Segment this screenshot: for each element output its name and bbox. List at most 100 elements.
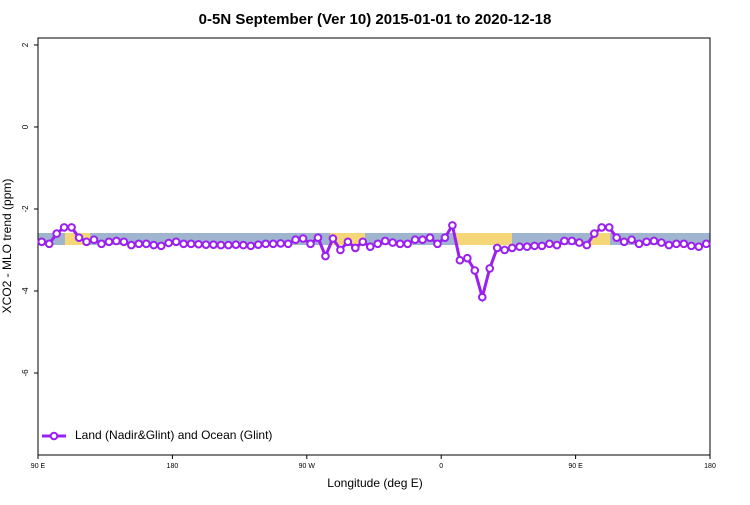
data-point [283, 239, 293, 249]
plot-frame [37, 37, 711, 456]
data-point [127, 240, 136, 250]
data-point [589, 229, 599, 238]
data-point [701, 239, 711, 249]
data-point [507, 243, 517, 253]
data-point [582, 240, 592, 250]
data-point [134, 239, 144, 249]
data-point [119, 237, 129, 247]
data-point [164, 238, 173, 248]
data-point [619, 237, 629, 247]
data-point [433, 239, 442, 249]
data-point [492, 243, 502, 253]
x-axis-label: Longitude (deg E) [327, 476, 422, 490]
x-tick-label: 90 W [299, 463, 316, 470]
data-point [313, 233, 323, 242]
legend-swatch-point [49, 431, 59, 441]
data-point [477, 292, 487, 302]
data-point [679, 239, 689, 249]
data-point [612, 233, 621, 242]
chart-title: 0-5N September (Ver 10) 2015-01-01 to 20… [199, 11, 552, 28]
data-point [74, 233, 84, 242]
data-point [179, 239, 188, 249]
data-point [440, 233, 450, 242]
data-point [261, 239, 271, 249]
data-point [328, 234, 338, 243]
data-point [276, 239, 285, 248]
x-tick-label: 90 E [568, 463, 583, 470]
data-point [530, 241, 539, 251]
data-point [52, 229, 61, 238]
data-point [575, 238, 584, 247]
data-point [560, 236, 569, 246]
data-point [537, 241, 547, 251]
land-band [455, 233, 512, 245]
data-point [358, 237, 368, 247]
data-point [246, 241, 256, 251]
data-point [672, 239, 681, 249]
data-point [291, 235, 300, 245]
y-axis-label: XCO2 - MLO trend (ppm) [0, 179, 14, 314]
data-point [642, 237, 651, 247]
data-point [239, 240, 248, 250]
data-point [545, 239, 554, 249]
data-point [604, 223, 614, 232]
data-point [552, 240, 562, 250]
data-point [567, 236, 577, 246]
data-point [448, 221, 457, 230]
y-tick-label: -2 [21, 205, 30, 213]
data-point [522, 242, 532, 252]
data-point [156, 241, 166, 251]
y-tick-label: 0 [21, 124, 30, 129]
data-point [216, 240, 226, 250]
data-point [470, 266, 480, 275]
data-point [380, 236, 390, 246]
y-tick-label: 2 [21, 42, 30, 47]
data-point [171, 237, 181, 247]
data-point [186, 239, 196, 249]
data-point [463, 253, 472, 263]
data-point [141, 239, 151, 249]
data-point [209, 240, 218, 249]
data-point [201, 240, 211, 249]
data-point [365, 242, 375, 252]
data-point [627, 235, 636, 245]
data-point [112, 236, 121, 246]
data-point [515, 242, 524, 252]
y-tick-label: -4 [21, 287, 30, 295]
data-point [649, 236, 659, 246]
data-point [44, 239, 54, 249]
data-point [373, 239, 383, 249]
data-point [500, 245, 509, 255]
data-point [97, 239, 106, 249]
x-tick-label: 180 [167, 463, 179, 470]
data-point [388, 238, 397, 247]
data-point [351, 243, 360, 253]
y-tick-label: -6 [21, 369, 30, 377]
data-point [224, 240, 233, 250]
data-point [410, 235, 420, 245]
data-point [343, 237, 353, 247]
x-tick-label: 180 [704, 463, 716, 470]
data-point [37, 237, 47, 247]
data-point [82, 237, 91, 247]
data-point [455, 255, 465, 265]
data-point [395, 239, 405, 249]
data-point [694, 242, 704, 252]
data-point [597, 223, 607, 232]
data-point [425, 233, 435, 242]
data-point [403, 239, 412, 249]
x-tick-label: 0 [439, 463, 443, 470]
data-point [306, 239, 315, 249]
data-point [687, 241, 696, 251]
data-point [657, 238, 666, 247]
data-point [664, 240, 674, 250]
data-point [298, 234, 308, 243]
x-tick-label: 90 E [31, 463, 46, 470]
data-point [321, 251, 330, 261]
data-point [149, 240, 159, 250]
legend-label: Land (Nadir&Glint) and Ocean (Glint) [75, 428, 272, 442]
data-point [231, 240, 241, 249]
data-point [59, 223, 69, 232]
data-point [253, 240, 263, 249]
